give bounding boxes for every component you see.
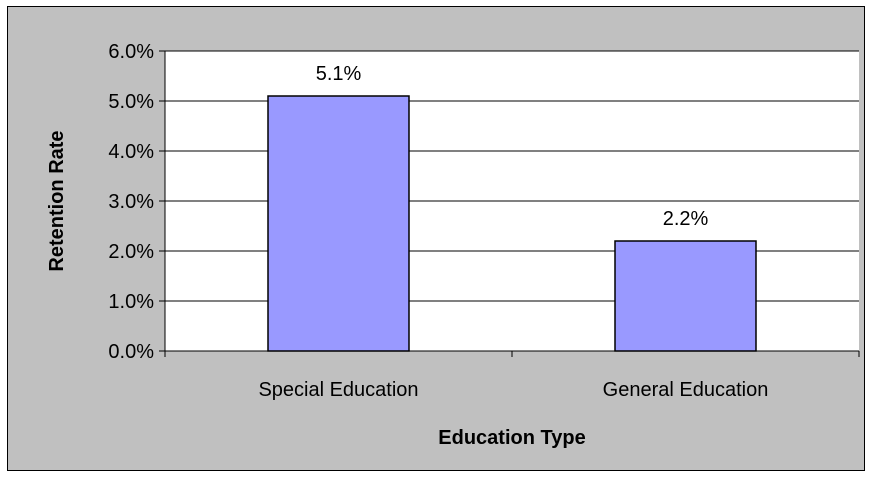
bar xyxy=(614,240,757,352)
y-tick-label: 4.0% xyxy=(108,141,154,163)
y-tick-label: 0.0% xyxy=(108,341,154,363)
x-tick-labels: Special Education General Education xyxy=(258,379,768,401)
bar-chart: 0.0% 1.0% 2.0% 3.0% 4.0% 5.0% 6.0% Special Edu… xyxy=(46,41,860,449)
data-label: 5.1% xyxy=(316,63,362,85)
y-tick-label: 2.0% xyxy=(108,241,154,263)
axes xyxy=(159,50,860,357)
x-tick-label: General Education xyxy=(603,379,769,401)
y-tick-label: 5.0% xyxy=(108,91,154,113)
y-axis-title: Retention Rate xyxy=(46,130,68,271)
y-tick-label: 6.0% xyxy=(108,41,154,63)
bar xyxy=(267,95,410,352)
x-tick-label: Special Education xyxy=(258,379,418,401)
y-tick-label: 1.0% xyxy=(108,291,154,313)
data-labels: 5.1% 2.2% xyxy=(316,63,709,230)
bars xyxy=(267,95,757,352)
chart-area: 0.0% 1.0% 2.0% 3.0% 4.0% 5.0% 6.0% Special Edu… xyxy=(7,6,865,471)
y-tick-labels: 0.0% 1.0% 2.0% 3.0% 4.0% 5.0% 6.0% xyxy=(108,41,154,363)
y-tick-label: 3.0% xyxy=(108,191,154,213)
data-label: 2.2% xyxy=(663,208,709,230)
x-axis-title: Education Type xyxy=(438,427,585,449)
